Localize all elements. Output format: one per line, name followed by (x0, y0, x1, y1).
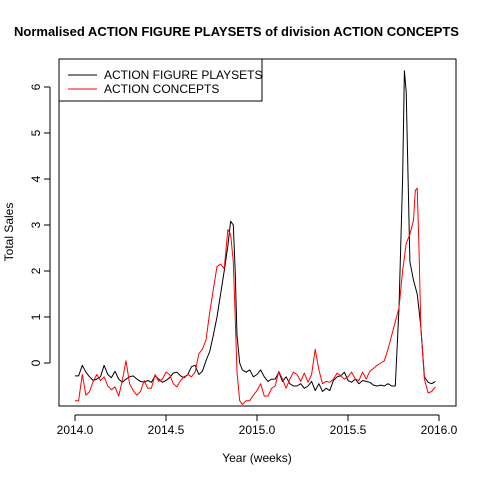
legend-label-action-figure-playsets: ACTION FIGURE PLAYSETS (104, 68, 262, 82)
series-line-action-concepts (75, 187, 436, 405)
legend-box (58, 58, 263, 102)
legend: ACTION FIGURE PLAYSETS ACTION CONCEPTS (58, 58, 263, 102)
series-line-action-figure-playsets (75, 70, 436, 392)
x-tick-label: 2015.0 (239, 423, 276, 437)
y-tick-label: 4 (29, 175, 43, 182)
x-tick-label: 2014.5 (148, 423, 185, 437)
y-tick-label: 2 (29, 267, 43, 274)
y-tick-label: 0 (29, 359, 43, 366)
series-group (75, 70, 436, 405)
x-tick-label: 2016.0 (421, 423, 458, 437)
y-axis: 0 1 2 3 4 5 6 (29, 83, 51, 366)
x-tick-label: 2015.5 (330, 423, 367, 437)
y-tick-label: 1 (29, 313, 43, 320)
chart-title: Normalised ACTION FIGURE PLAYSETS of div… (14, 24, 459, 39)
x-tick-label: 2014.0 (57, 423, 94, 437)
x-axis-label: Year (weeks) (222, 451, 292, 465)
y-tick-label: 6 (29, 83, 43, 90)
y-tick-label: 5 (29, 129, 43, 136)
y-axis-label: Total Sales (2, 203, 16, 262)
x-axis: 2014.0 2014.5 2015.0 2015.5 2016.0 (57, 414, 458, 437)
legend-label-action-concepts: ACTION CONCEPTS (104, 82, 219, 96)
y-tick-label: 3 (29, 221, 43, 228)
